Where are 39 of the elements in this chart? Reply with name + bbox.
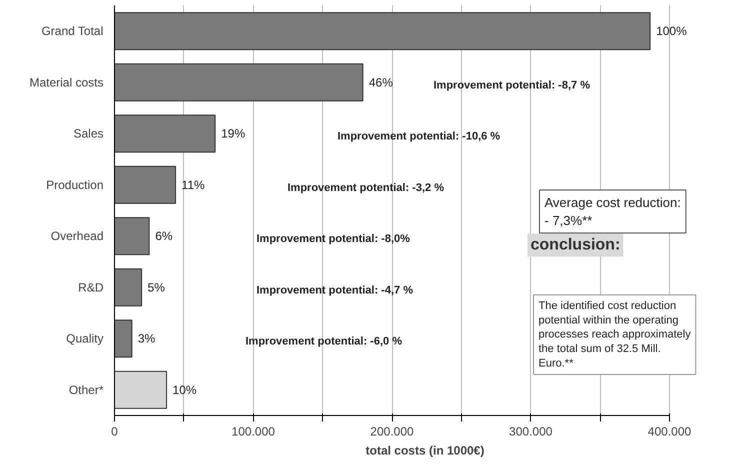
x-tick-label: 100.000 <box>232 424 276 438</box>
x-tick-label: 300.000 <box>509 424 553 438</box>
annotation: 100% <box>656 24 688 38</box>
annotation: Improvement potential: -3,2 % <box>288 182 444 194</box>
bar <box>114 217 150 256</box>
bar <box>114 320 132 358</box>
bar <box>114 12 651 50</box>
annotation: 6% <box>155 229 173 244</box>
annotation: 10% <box>172 382 197 397</box>
annotation: Improvement potential: -8,0% <box>256 233 410 246</box>
y-tick-label: Grand Total <box>41 24 104 38</box>
bar <box>114 63 364 102</box>
x-axis-title: total costs (in 1000€) <box>366 444 484 458</box>
y-tick-label: Overhead <box>50 229 104 244</box>
x-tick-label: 200.000 <box>370 424 414 438</box>
bar <box>114 370 168 409</box>
annotation: 19% <box>221 126 246 141</box>
annotation: 46% <box>368 75 394 90</box>
x-tick-label: 0 <box>111 424 118 438</box>
annotation: 11% <box>182 178 206 192</box>
y-tick-label: Production <box>46 178 104 192</box>
x-tick-label: 400.000 <box>648 424 692 438</box>
annotation: Improvement potential: -4,7 % <box>256 284 414 296</box>
bar <box>114 166 176 204</box>
annotation: 3% <box>138 332 156 346</box>
bar <box>114 114 216 153</box>
y-tick-label: Quality <box>66 332 104 346</box>
annotation: conclusion: <box>530 236 620 254</box>
y-tick-label: Sales <box>73 126 104 141</box>
annotation: 5% <box>148 280 166 294</box>
annotation: Average cost reduction: - 7,3%** <box>544 195 681 228</box>
annotation: Improvement potential: -6,0 % <box>246 336 402 348</box>
y-tick-label: Material costs <box>29 75 104 90</box>
bar <box>114 268 142 306</box>
y-tick-label: Other* <box>68 382 104 397</box>
annotation: Improvement potential: -10,6 % <box>338 130 500 143</box>
annotation: The identified cost reduction potential within the operating processes reach approximately the total sum of 32.5 Mill. Euro.** <box>538 300 692 370</box>
annotation: Improvement potential: -8,7 % <box>434 79 590 92</box>
y-tick-label: R&D <box>78 280 104 294</box>
